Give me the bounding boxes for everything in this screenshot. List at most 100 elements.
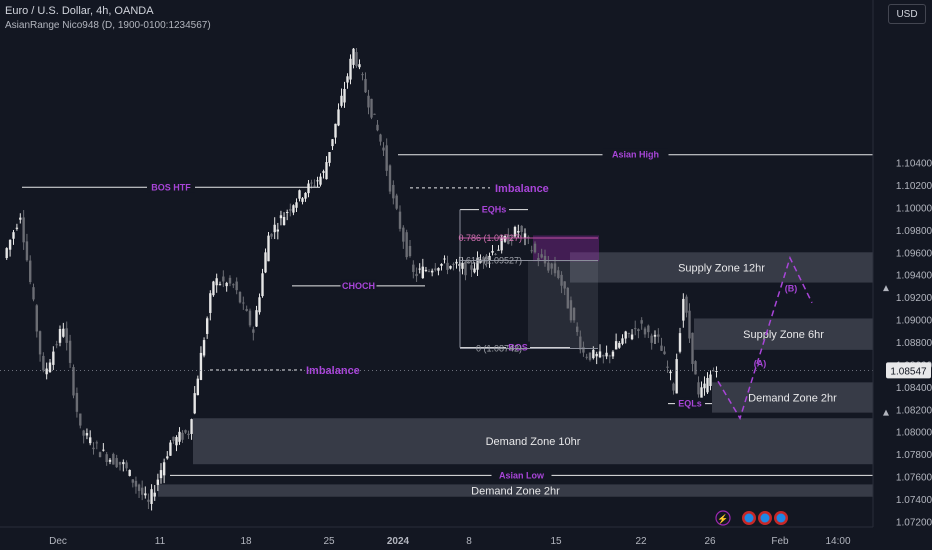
y-tick-label: 1.10000: [896, 203, 932, 214]
zone-box[interactable]: [570, 252, 873, 283]
candle-body: [630, 334, 634, 340]
x-tick-label: 26: [704, 536, 716, 547]
candle-body: [482, 257, 485, 263]
zone-box[interactable]: [193, 418, 873, 465]
x-tick-label: Dec: [49, 536, 67, 547]
last-price-label: 1.08547: [890, 366, 927, 377]
candle-body: [543, 255, 547, 264]
candle-body: [108, 459, 112, 462]
candle-body: [19, 217, 22, 220]
candle-body: [42, 355, 45, 371]
candle-body: [273, 224, 276, 233]
candle-body: [337, 109, 340, 126]
candle-body: [187, 433, 190, 436]
candle-body: [5, 248, 8, 259]
level-label-bg: [340, 279, 377, 291]
y-tick-label: 1.09000: [896, 316, 932, 327]
currency-button[interactable]: USD: [888, 4, 926, 24]
candle-body: [8, 239, 12, 250]
zone-box[interactable]: [712, 382, 873, 413]
candle-body: [125, 462, 128, 469]
level-label: Asian Low: [499, 470, 545, 480]
lightning-event-icon[interactable]: [715, 510, 731, 526]
level-label-bg: [602, 148, 669, 160]
y-tick-label: 1.08800: [896, 338, 932, 349]
axis-marker-icon[interactable]: [883, 409, 889, 416]
y-tick-label: 1.09200: [896, 293, 932, 304]
candle-body: [560, 274, 563, 286]
flag-icon: [760, 513, 770, 523]
y-tick-label: 1.10200: [896, 181, 932, 192]
candle-body: [255, 310, 258, 327]
candle-body: [666, 366, 669, 368]
candle-body: [25, 241, 29, 261]
indicator-label[interactable]: AsianRange Nico948 (D, 1900-0100:1234567…: [5, 20, 211, 31]
candle-body: [557, 270, 560, 279]
candle-body: [242, 302, 245, 304]
candle-body: [614, 341, 618, 350]
candle-body: [537, 258, 540, 261]
candle-body: [540, 254, 543, 258]
candle-body: [267, 235, 270, 262]
candle-body: [325, 162, 328, 180]
candle-body: [137, 484, 141, 491]
candle-body: [205, 318, 209, 334]
candle-body: [112, 453, 115, 465]
candle-body: [621, 338, 624, 344]
candle-body: [245, 309, 248, 311]
candle-body: [162, 462, 166, 476]
candle-body: [209, 293, 212, 313]
candle-body: [258, 297, 261, 313]
candle-body: [650, 335, 653, 343]
candle-body: [292, 205, 295, 213]
candle-body: [611, 351, 615, 357]
candle-body: [585, 356, 588, 358]
zone-box[interactable]: [158, 484, 873, 497]
candle-body: [715, 370, 718, 372]
candle-body: [553, 263, 557, 274]
candle-body: [452, 263, 455, 265]
axis-marker-icon[interactable]: [883, 285, 889, 292]
candle-body: [147, 499, 150, 502]
candle-body: [712, 370, 715, 372]
candle-body: [618, 342, 621, 348]
candle-body: [169, 442, 172, 456]
candle-body: [349, 58, 352, 80]
candle-body: [703, 383, 706, 389]
candle-body: [461, 262, 464, 269]
candle-body: [134, 480, 138, 487]
candle-body: [140, 487, 144, 495]
candle-body: [608, 355, 611, 357]
fib-label: 0 (1.08742): [476, 343, 522, 353]
candle-body: [563, 281, 566, 289]
projection-label: (B): [785, 284, 798, 294]
imbalance-box: [533, 235, 599, 262]
candle-body: [159, 470, 163, 479]
x-tick-label: 8: [466, 536, 472, 547]
candle-body: [672, 383, 675, 391]
zone-box[interactable]: [694, 318, 873, 350]
candle-body: [248, 310, 252, 326]
y-tick-label: 1.10400: [896, 159, 932, 170]
candle-body: [592, 349, 595, 359]
candle-body: [497, 249, 500, 251]
candle-body: [507, 234, 510, 244]
fib-region: [528, 260, 598, 349]
candle-body: [52, 351, 55, 365]
candle-body: [346, 76, 349, 83]
candle-body: [35, 305, 38, 332]
level-label: Asian High: [612, 150, 659, 160]
level-label: EQHs: [482, 205, 507, 215]
candle-body: [319, 176, 322, 185]
x-tick-label: 2024: [387, 536, 410, 547]
candle-body: [279, 215, 283, 219]
candle-body: [682, 298, 685, 321]
candle-body: [32, 287, 35, 300]
candle-body: [424, 269, 428, 271]
candle-body: [313, 185, 316, 187]
candle-body: [706, 377, 709, 393]
candle-body: [222, 276, 225, 282]
candle-body: [252, 329, 255, 333]
candle-body: [62, 328, 65, 337]
